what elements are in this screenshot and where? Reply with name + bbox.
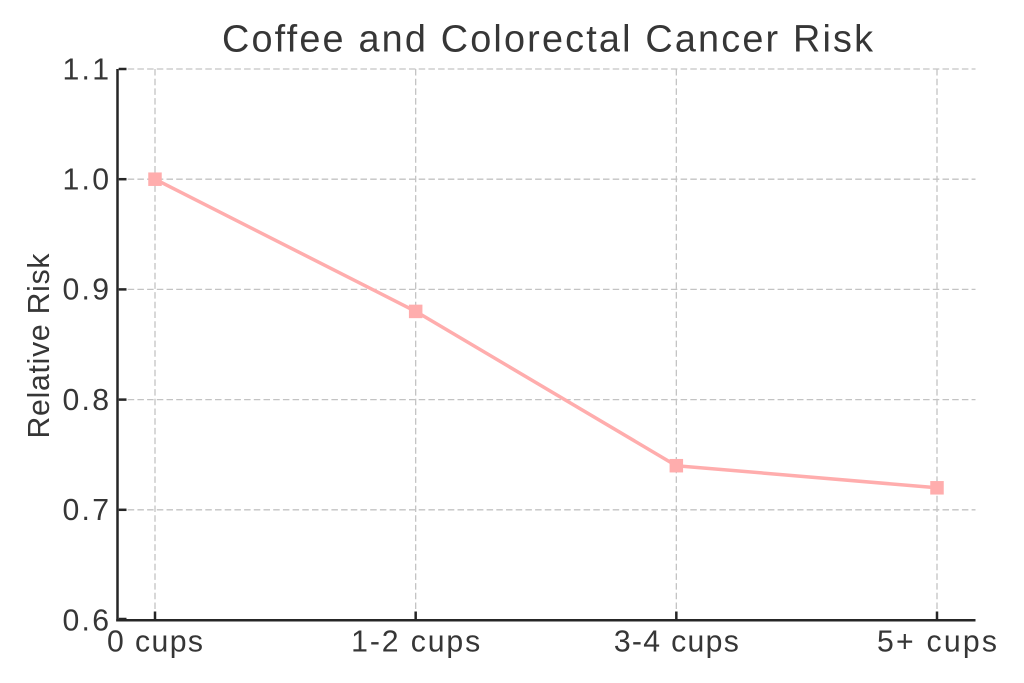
svg-text:Relative Risk: Relative Risk xyxy=(23,253,56,439)
svg-text:1.0: 1.0 xyxy=(63,164,110,197)
svg-text:1.1: 1.1 xyxy=(63,53,110,86)
svg-text:5+ cups: 5+ cups xyxy=(877,625,997,658)
svg-text:0 cups: 0 cups xyxy=(107,625,203,658)
svg-text:Coffee and Colorectal Cancer R: Coffee and Colorectal Cancer Risk xyxy=(222,19,873,61)
svg-text:0.6: 0.6 xyxy=(63,604,110,637)
svg-text:0.8: 0.8 xyxy=(63,384,110,417)
svg-text:1-2 cups: 1-2 cups xyxy=(351,625,480,658)
svg-text:0.7: 0.7 xyxy=(63,494,110,527)
svg-text:3-4 cups: 3-4 cups xyxy=(614,625,739,658)
svg-text:0.9: 0.9 xyxy=(63,274,110,307)
